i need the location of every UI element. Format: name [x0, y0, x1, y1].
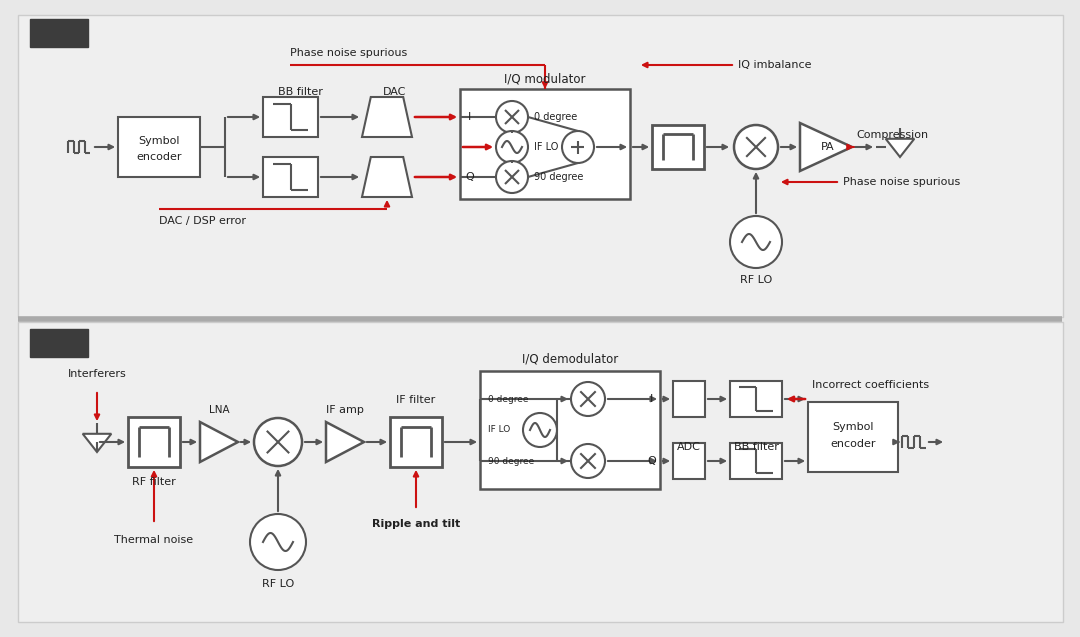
Text: Ripple and tilt: Ripple and tilt	[372, 519, 460, 529]
FancyBboxPatch shape	[129, 417, 180, 467]
FancyBboxPatch shape	[118, 117, 200, 177]
Circle shape	[496, 161, 528, 193]
FancyBboxPatch shape	[730, 443, 782, 479]
Circle shape	[523, 413, 557, 447]
Circle shape	[254, 418, 302, 466]
FancyBboxPatch shape	[18, 15, 1063, 317]
Text: Incorrect coefficients: Incorrect coefficients	[812, 380, 929, 390]
Text: Q: Q	[465, 172, 474, 182]
Text: encoder: encoder	[136, 152, 181, 162]
Text: BB filter: BB filter	[733, 442, 779, 452]
Text: IF amp: IF amp	[326, 405, 364, 415]
Text: Q: Q	[648, 456, 657, 466]
Text: BB filter: BB filter	[278, 87, 323, 97]
Text: Thermal noise: Thermal noise	[114, 535, 193, 545]
FancyBboxPatch shape	[264, 97, 318, 137]
FancyBboxPatch shape	[673, 443, 705, 479]
Text: DAC / DSP error: DAC / DSP error	[159, 216, 246, 226]
Text: TX: TX	[48, 25, 70, 41]
FancyBboxPatch shape	[673, 381, 705, 417]
Text: Phase noise spurious: Phase noise spurious	[291, 48, 407, 58]
Circle shape	[562, 131, 594, 163]
Text: PA: PA	[821, 142, 835, 152]
Text: Symbol: Symbol	[833, 422, 874, 432]
Text: RF LO: RF LO	[261, 579, 294, 589]
Polygon shape	[362, 97, 411, 137]
Text: I/Q modulator: I/Q modulator	[504, 73, 585, 85]
FancyBboxPatch shape	[30, 329, 87, 357]
Text: I: I	[650, 394, 653, 404]
Circle shape	[734, 125, 778, 169]
Circle shape	[571, 444, 605, 478]
Text: Phase noise spurious: Phase noise spurious	[843, 177, 960, 187]
Text: LNA: LNA	[208, 405, 229, 415]
Text: ADC: ADC	[677, 442, 701, 452]
Text: RX: RX	[48, 336, 71, 350]
FancyBboxPatch shape	[652, 125, 704, 169]
Polygon shape	[886, 139, 915, 157]
Polygon shape	[83, 434, 111, 452]
FancyBboxPatch shape	[480, 371, 660, 489]
FancyBboxPatch shape	[264, 157, 318, 197]
Text: DAC: DAC	[383, 87, 407, 97]
Text: encoder: encoder	[831, 439, 876, 449]
Text: Symbol: Symbol	[138, 136, 179, 146]
Text: IF LO: IF LO	[488, 426, 510, 434]
Text: Interferers: Interferers	[68, 369, 126, 379]
Text: IF filter: IF filter	[396, 395, 435, 405]
Text: IQ imbalance: IQ imbalance	[738, 60, 811, 70]
Circle shape	[730, 216, 782, 268]
Polygon shape	[326, 422, 364, 462]
Text: RF LO: RF LO	[740, 275, 772, 285]
Text: Compression: Compression	[856, 130, 928, 140]
Text: I/Q demodulator: I/Q demodulator	[522, 352, 618, 366]
FancyBboxPatch shape	[808, 402, 897, 472]
FancyBboxPatch shape	[390, 417, 442, 467]
Circle shape	[496, 131, 528, 163]
FancyBboxPatch shape	[730, 381, 782, 417]
FancyBboxPatch shape	[30, 19, 87, 47]
Circle shape	[249, 514, 306, 570]
Polygon shape	[800, 123, 852, 171]
FancyBboxPatch shape	[460, 89, 630, 199]
Text: I: I	[469, 112, 472, 122]
Text: 0 degree: 0 degree	[488, 394, 528, 403]
Text: 90 degree: 90 degree	[534, 172, 583, 182]
Text: 90 degree: 90 degree	[488, 457, 535, 466]
Circle shape	[571, 382, 605, 416]
Circle shape	[496, 101, 528, 133]
Text: IF LO: IF LO	[534, 142, 558, 152]
Polygon shape	[362, 157, 411, 197]
FancyBboxPatch shape	[18, 322, 1063, 622]
Polygon shape	[200, 422, 238, 462]
Text: RF filter: RF filter	[132, 477, 176, 487]
Text: 0 degree: 0 degree	[534, 112, 577, 122]
